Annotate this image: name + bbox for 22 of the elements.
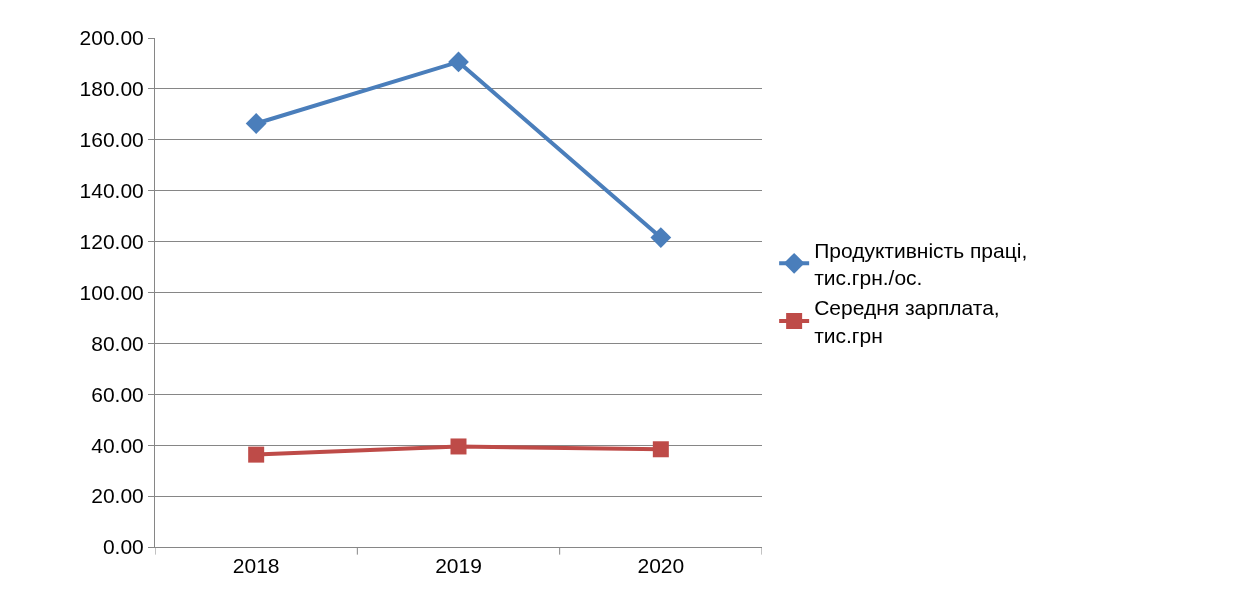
point [450,438,467,455]
y-tick-label: 200.00 [79,26,144,50]
point [448,51,469,73]
y-tick-label: 120.00 [79,229,144,253]
y-tick-label: 180.00 [79,77,144,101]
legend-label: Середня зарплата, тис.грн [814,296,1000,347]
y-tick-label: 0.00 [102,535,144,559]
legend-label: Продуктивність праці, тис.грн./ос. [814,238,1028,290]
point [245,113,267,134]
point [650,227,672,248]
x-tick-label: 2018 [232,554,280,578]
y-tick-label: 60.00 [91,382,144,406]
point [652,441,669,458]
y-tick-label: 80.00 [91,331,144,355]
y-tick-label: 20.00 [91,484,144,508]
x-tick-label: 2020 [637,554,685,578]
y-tick-label: 100.00 [79,280,144,304]
point [248,446,265,463]
x-tick-label: 2019 [435,554,482,578]
y-tick-label: 140.00 [79,179,144,203]
y-tick-label: 160.00 [79,128,144,152]
y-tick-label: 40.00 [91,433,144,457]
